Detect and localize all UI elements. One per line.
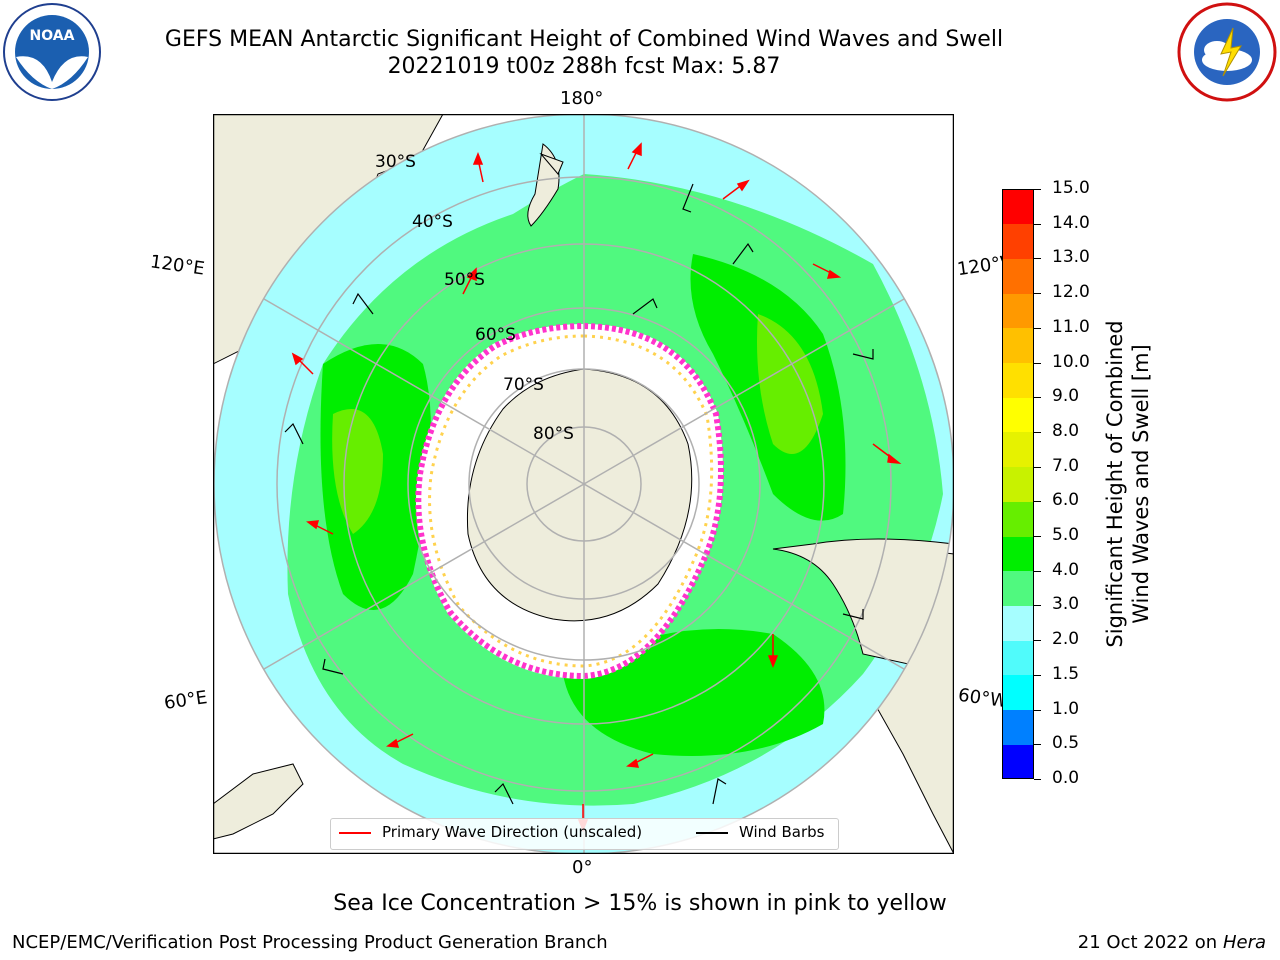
antarctic-map bbox=[213, 114, 954, 854]
legend-wave-label: Primary Wave Direction (unscaled) bbox=[382, 823, 643, 841]
colorbar-tick-mark bbox=[1034, 640, 1041, 642]
colorbar-bin bbox=[1002, 674, 1034, 711]
colorbar-tick-label: 7.0 bbox=[1052, 455, 1080, 476]
colorbar-tick-label: 1.0 bbox=[1052, 698, 1080, 719]
colorbar-bin bbox=[1002, 640, 1034, 676]
colorbar-bin bbox=[1002, 223, 1034, 259]
sea-ice-note: Sea Ice Concentration > 15% is shown in … bbox=[333, 891, 947, 916]
lat-label-50s: 50°S bbox=[444, 270, 485, 290]
colorbar-bin bbox=[1002, 501, 1034, 537]
colorbar-bin bbox=[1002, 258, 1034, 294]
colorbar bbox=[1002, 189, 1034, 780]
colorbar-tick-mark bbox=[1034, 258, 1041, 260]
colorbar-tick-mark bbox=[1034, 779, 1041, 780]
colorbar-tick-mark bbox=[1034, 744, 1041, 746]
chart-title: GEFS MEAN Antarctic Significant Height o… bbox=[164, 27, 1004, 52]
colorbar-tick-label: 0.0 bbox=[1052, 768, 1080, 788]
svg-text:NOAA: NOAA bbox=[30, 28, 75, 44]
colorbar-label-line2: Wind Waves and Swell [m] bbox=[1129, 344, 1153, 624]
colorbar-tick-label: 1.5 bbox=[1052, 663, 1080, 684]
lat-label-80s: 80°S bbox=[533, 424, 574, 444]
colorbar-tick-mark bbox=[1034, 536, 1041, 538]
colorbar-bin bbox=[1002, 744, 1034, 780]
colorbar-tick-label: 13.0 bbox=[1052, 247, 1090, 268]
legend-wind-swatch bbox=[696, 832, 728, 834]
lat-label-30s: 30°S bbox=[375, 152, 416, 172]
colorbar-tick-mark bbox=[1034, 605, 1041, 607]
footer-credit: NCEP/EMC/Verification Post Processing Pr… bbox=[12, 932, 608, 953]
colorbar-bin bbox=[1002, 466, 1034, 502]
lon-label-120e: 120°E bbox=[148, 251, 206, 280]
colorbar-tick-mark bbox=[1034, 501, 1041, 503]
nws-logo bbox=[1177, 2, 1277, 102]
colorbar-tick-label: 4.0 bbox=[1052, 559, 1080, 580]
noaa-logo: NOAA bbox=[3, 3, 101, 101]
colorbar-tick-label: 6.0 bbox=[1052, 490, 1080, 511]
footer-host: Hera bbox=[1222, 932, 1266, 953]
colorbar-bin bbox=[1002, 536, 1034, 572]
colorbar-tick-label: 0.5 bbox=[1052, 733, 1080, 754]
map-legend: Primary Wave Direction (unscaled) Wind B… bbox=[330, 818, 839, 850]
lon-label-60e: 60°E bbox=[162, 687, 209, 714]
chart-subtitle: 20221019 t00z 288h fcst Max: 5.87 bbox=[387, 54, 781, 79]
colorbar-tick-mark bbox=[1034, 431, 1041, 433]
colorbar-bin bbox=[1002, 327, 1034, 364]
colorbar-bin bbox=[1002, 397, 1034, 433]
colorbar-tick-label: 11.0 bbox=[1052, 316, 1090, 337]
colorbar-tick-mark bbox=[1034, 466, 1041, 468]
colorbar-tick-mark bbox=[1034, 189, 1041, 190]
colorbar-bin bbox=[1002, 189, 1034, 225]
colorbar-tick-label: 9.0 bbox=[1052, 386, 1080, 407]
legend-wind-label: Wind Barbs bbox=[739, 823, 825, 841]
colorbar-tick-mark bbox=[1034, 709, 1041, 711]
colorbar-tick-mark bbox=[1034, 674, 1041, 676]
colorbar-tick-mark bbox=[1034, 362, 1041, 364]
colorbar-bin bbox=[1002, 293, 1034, 329]
colorbar-tick-mark bbox=[1034, 223, 1041, 225]
lon-label-180: 180° bbox=[560, 88, 604, 109]
colorbar-tick-mark bbox=[1034, 293, 1041, 295]
lat-label-60s: 60°S bbox=[475, 325, 516, 345]
colorbar-tick-mark bbox=[1034, 397, 1041, 399]
lat-label-40s: 40°S bbox=[412, 212, 453, 232]
colorbar-tick-label: 8.0 bbox=[1052, 420, 1080, 441]
colorbar-tick-label: 15.0 bbox=[1052, 178, 1090, 198]
colorbar-tick-label: 10.0 bbox=[1052, 351, 1090, 372]
colorbar-tick-label: 12.0 bbox=[1052, 282, 1090, 303]
colorbar-label: Significant Height of Combined Wind Wave… bbox=[1102, 320, 1154, 647]
colorbar-tick-label: 14.0 bbox=[1052, 212, 1090, 233]
colorbar-label-line1: Significant Height of Combined bbox=[1103, 320, 1127, 648]
lat-label-70s: 70°S bbox=[503, 375, 544, 395]
legend-wave-swatch bbox=[339, 832, 371, 834]
footer-date: 21 Oct 2022 on Hera bbox=[1078, 932, 1266, 953]
colorbar-bin bbox=[1002, 431, 1034, 468]
colorbar-bin bbox=[1002, 362, 1034, 398]
wind-barbs bbox=[284, 183, 874, 805]
colorbar-bin bbox=[1002, 709, 1034, 745]
colorbar-tick-mark bbox=[1034, 327, 1041, 329]
lon-label-0: 0° bbox=[572, 857, 593, 878]
colorbar-bin bbox=[1002, 605, 1034, 641]
colorbar-tick-label: 2.0 bbox=[1052, 629, 1080, 650]
colorbar-tick-mark bbox=[1034, 570, 1041, 572]
colorbar-tick-label: 3.0 bbox=[1052, 594, 1080, 615]
colorbar-tick-label: 5.0 bbox=[1052, 525, 1080, 546]
footer-date-text: 21 Oct 2022 on bbox=[1077, 932, 1223, 953]
colorbar-bin bbox=[1002, 570, 1034, 606]
